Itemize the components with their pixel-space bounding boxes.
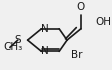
Text: Br: Br — [71, 50, 83, 60]
Text: CH₃: CH₃ — [3, 42, 22, 52]
Text: O: O — [77, 2, 85, 11]
Text: N: N — [41, 24, 49, 34]
Text: N: N — [41, 46, 49, 56]
Text: OH: OH — [96, 17, 112, 27]
Text: S: S — [14, 35, 21, 45]
